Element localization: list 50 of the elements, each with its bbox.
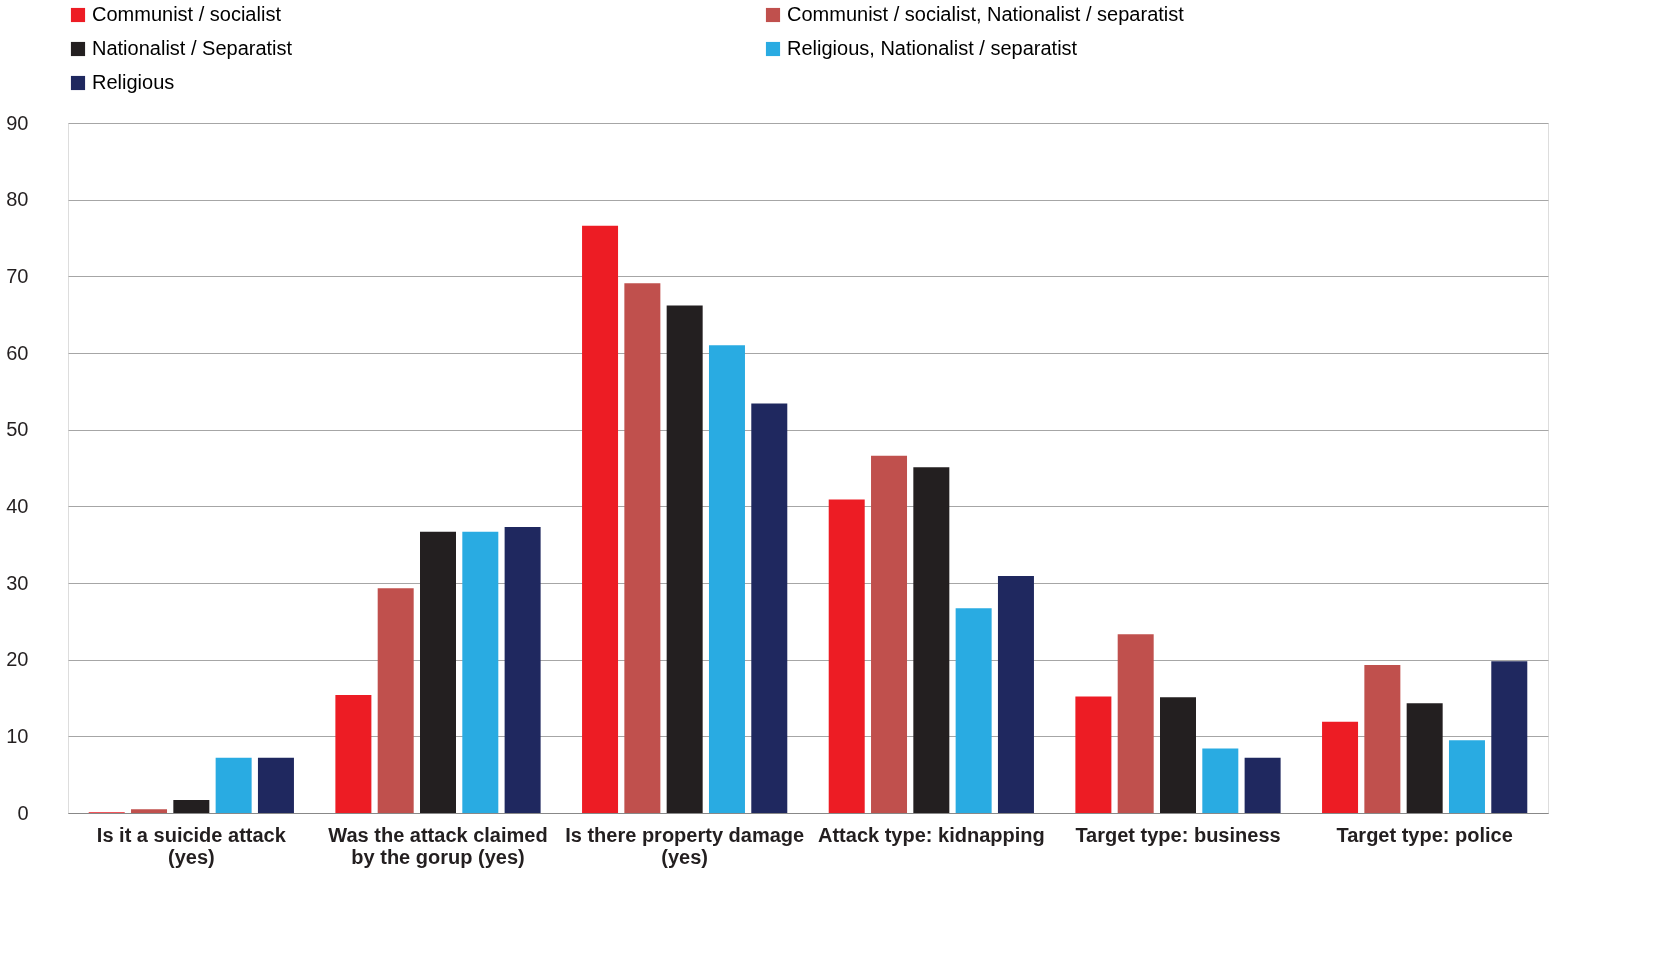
bar <box>913 467 950 813</box>
y-tick-label: 60 <box>6 341 29 364</box>
bar <box>1075 696 1112 813</box>
bar <box>462 531 499 813</box>
x-tick-label: Target type: business <box>1075 823 1281 846</box>
legend-label: Religious <box>92 71 175 93</box>
bar <box>1160 697 1196 813</box>
y-tick-label: 70 <box>6 264 29 287</box>
y-tick-label: 40 <box>6 494 29 517</box>
x-tick-label: Is there property damage (yes) <box>565 823 805 868</box>
legend-label: Communist / socialist <box>92 3 282 25</box>
bar <box>1117 634 1154 813</box>
bar <box>1364 665 1401 813</box>
x-tick-label: Target type: police <box>1336 823 1513 846</box>
bar <box>708 345 745 813</box>
y-tick-label: 0 <box>17 801 29 824</box>
bar <box>1202 748 1239 813</box>
y-tick-label: 10 <box>6 724 29 747</box>
legend-label: Communist / socialist, Nationalist / separatist <box>787 3 1185 25</box>
bar <box>624 283 661 813</box>
bar <box>997 576 1034 813</box>
bar <box>1448 740 1485 813</box>
bar <box>335 694 372 813</box>
bar <box>215 757 252 813</box>
bar <box>1406 703 1443 813</box>
bar <box>1244 757 1281 813</box>
bar <box>828 499 865 813</box>
bar <box>871 455 908 813</box>
y-tick-label: 50 <box>6 418 29 441</box>
bar <box>955 608 992 813</box>
y-tick-label: 30 <box>6 571 29 594</box>
bar <box>377 588 414 813</box>
bar <box>666 305 703 813</box>
y-tick-label: 20 <box>6 648 29 671</box>
y-tick-label: 80 <box>6 188 29 211</box>
bar <box>1322 721 1359 813</box>
bar <box>257 757 294 813</box>
x-tick-label: Is it a suicide attack (yes) <box>96 823 287 868</box>
bar <box>173 799 210 813</box>
bar <box>420 531 456 813</box>
bar <box>504 527 541 813</box>
x-tick-label: Was the attack claimed by the gorup (yes) <box>328 823 548 868</box>
x-tick-label: Attack type: kidnapping <box>817 823 1045 846</box>
bar <box>1491 661 1528 813</box>
bar <box>131 809 168 813</box>
bar <box>582 225 619 813</box>
bar <box>751 403 788 813</box>
legend-label: Nationalist / Separatist <box>92 37 293 59</box>
y-tick-label: 90 <box>6 111 29 134</box>
legend-label: Religious, Nationalist / separatist <box>787 37 1078 59</box>
